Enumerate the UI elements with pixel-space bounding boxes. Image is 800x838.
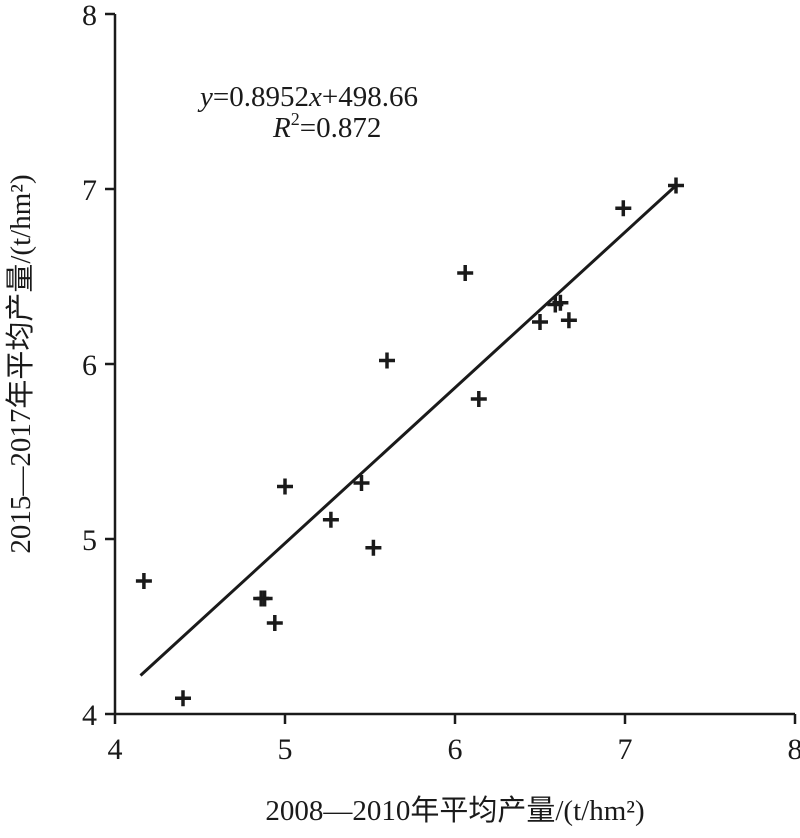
trend-line [141,186,677,676]
x-tick-label: 7 [618,733,633,766]
data-point-10 [457,265,473,281]
r2-symbol: R [272,112,291,144]
x-tick-label: 4 [108,733,123,766]
data-point-8 [365,540,381,556]
data-point-4 [267,615,283,631]
x-tick-label: 5 [278,733,293,766]
data-point-15 [561,312,577,328]
data-point-0 [136,573,152,589]
y-tick-label: 7 [82,174,97,207]
r-squared-label: R2=0.872 [272,109,381,144]
y-tick-label: 8 [82,0,97,32]
data-point-3 [257,591,273,607]
y-tick-label: 6 [82,349,97,382]
r2-value: =0.872 [300,112,382,144]
data-point-16 [615,200,631,216]
data-point-11 [471,391,487,407]
x-axis-title: 2008—2010年平均产量/(t/hm²) [265,794,644,827]
data-points [136,178,684,707]
equation-x: x [308,81,322,113]
data-point-9 [379,353,395,369]
equation-intercept: +498.66 [322,81,418,113]
equation-y: y [197,81,213,113]
data-point-5 [277,479,293,495]
y-axis-title: 2015—2017年平均产量/(t/hm²) [4,174,37,553]
data-point-1 [175,690,191,706]
x-tick-label: 6 [448,733,463,766]
r2-superscript: 2 [291,109,300,129]
tick-labels: 4 5 6 7 8 4 5 6 7 8 [82,0,800,766]
ticks [105,14,795,724]
axes [115,14,795,714]
data-point-6 [323,512,339,528]
y-tick-label: 5 [82,524,97,557]
x-tick-label: 8 [788,733,800,766]
regression-equation: y=0.8952x+498.66 [197,81,418,113]
y-tick-label: 4 [82,699,97,732]
